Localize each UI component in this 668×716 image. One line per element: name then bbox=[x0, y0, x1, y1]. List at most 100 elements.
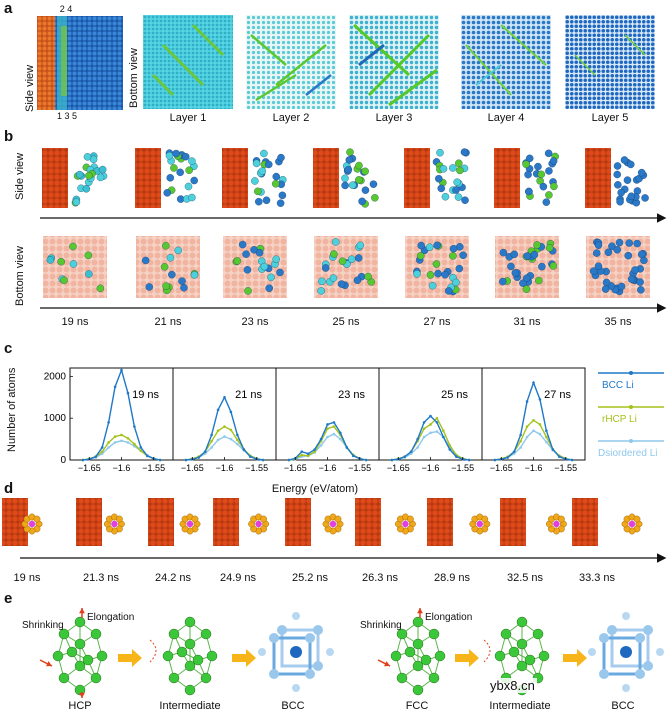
data-point-rhcp-li-3-7 bbox=[435, 416, 439, 420]
x-tick-label-4-2: −1.55 bbox=[554, 463, 577, 473]
cluster-snapshot-6 bbox=[427, 498, 491, 546]
panel-e-label: e bbox=[4, 590, 13, 607]
data-point-rhcp-li-4-5 bbox=[525, 425, 529, 428]
legend-label-bcc: BCC Li bbox=[602, 380, 634, 391]
shrinking-label-1: Shrinking bbox=[22, 620, 64, 631]
bcc-structure-1 bbox=[258, 612, 334, 692]
data-point-bcc-li-2-5 bbox=[319, 437, 323, 441]
subpanel-frame-2 bbox=[275, 367, 380, 461]
layer-1-label: Layer 1 bbox=[169, 112, 207, 124]
data-point-dsiordered-li-2-6 bbox=[326, 435, 329, 439]
data-point-dsiordered-li-4-5 bbox=[525, 435, 529, 439]
layer-ticks-bottom: 1 3 5 bbox=[56, 111, 78, 121]
elongation-label-2: Elongation bbox=[425, 612, 473, 623]
data-point-bcc-li-3-5 bbox=[422, 421, 426, 424]
legend-label-dis: Dsiordered Li bbox=[598, 448, 658, 459]
data-point-rhcp-li-4-6 bbox=[532, 418, 535, 422]
chart-subpanel-4: 27 ns −1.65 −1.6 −1.55 bbox=[481, 367, 586, 473]
data-point-bcc-li-3-12 bbox=[467, 458, 471, 462]
data-point-dsiordered-li-3-6 bbox=[429, 431, 432, 435]
time-label-b-4: 27 ns bbox=[423, 316, 451, 328]
data-point-bcc-li-0-0 bbox=[81, 458, 85, 462]
subpanel-time-label-4: 27 ns bbox=[544, 389, 571, 401]
subpanel-time-label-0: 19 ns bbox=[132, 389, 159, 401]
data-point-bcc-li-3-9 bbox=[448, 448, 452, 451]
data-point-dsiordered-li-4-7 bbox=[538, 432, 542, 436]
bcc-structure-2 bbox=[588, 612, 664, 692]
chart-subpanel-1: 21 ns −1.65 −1.6 −1.55 bbox=[172, 367, 277, 473]
time-label-b-1: 21 ns bbox=[154, 316, 182, 328]
time-label-b-0: 19 ns bbox=[61, 316, 89, 328]
x-tick-label-1-2: −1.55 bbox=[245, 463, 268, 473]
data-point-dsiordered-li-1-7 bbox=[229, 437, 233, 441]
series-line-rhcp-li-1 bbox=[185, 425, 264, 461]
x-tick-label-4-1: −1.6 bbox=[525, 463, 543, 473]
data-point-bcc-li-4-9 bbox=[551, 448, 555, 451]
time-label-d-8: 33.3 ns bbox=[578, 572, 616, 584]
bottom-view-snapshot-1 bbox=[136, 236, 200, 298]
data-point-dsiordered-li-0-7 bbox=[126, 441, 130, 444]
data-point-bcc-li-3-10 bbox=[454, 455, 458, 458]
data-point-rhcp-li-1-8 bbox=[236, 438, 239, 442]
structure-label-fcc: FCC bbox=[405, 700, 429, 712]
x-tick-label-2-0: −1.65 bbox=[284, 463, 307, 473]
shrinking-label-2: Shrinking bbox=[360, 620, 402, 631]
chart-legend: BCC Li rHCP Li Dsiordered Li bbox=[596, 368, 666, 470]
data-point-bcc-li-1-6 bbox=[223, 395, 226, 399]
watermark-text: ybx8.cn bbox=[488, 678, 537, 693]
time-label-b-6: 35 ns bbox=[604, 316, 632, 328]
layer-5-image bbox=[565, 15, 655, 109]
x-tick-label-3-0: −1.65 bbox=[387, 463, 410, 473]
data-point-rhcp-li-4-4 bbox=[519, 439, 522, 443]
chart-subpanel-3: 25 ns −1.65 −1.6 −1.55 bbox=[378, 367, 483, 473]
side-view-snapshot-6 bbox=[585, 148, 649, 208]
cluster-snapshot-8 bbox=[572, 498, 643, 546]
time-label-d-1: 21.3 ns bbox=[82, 572, 120, 584]
data-point-bcc-li-0-3 bbox=[100, 446, 104, 449]
intermediate-structure-1 bbox=[162, 616, 218, 696]
data-point-dsiordered-li-0-5 bbox=[113, 441, 117, 444]
data-point-rhcp-li-0-9 bbox=[139, 449, 143, 453]
data-point-dsiordered-li-1-6 bbox=[223, 435, 226, 438]
transition-arrow-3 bbox=[455, 649, 479, 667]
data-point-bcc-li-4-3 bbox=[512, 450, 516, 453]
x-tick-label-3-1: −1.6 bbox=[422, 463, 440, 473]
data-point-dsiordered-li-3-4 bbox=[416, 446, 419, 449]
data-point-bcc-li-2-3 bbox=[306, 452, 310, 456]
time-label-b-3: 25 ns bbox=[332, 316, 360, 328]
side-view-snapshot-4 bbox=[404, 148, 470, 208]
data-point-bcc-li-2-9 bbox=[345, 446, 349, 449]
time-label-d-3: 24.9 ns bbox=[219, 572, 257, 584]
data-point-bcc-li-2-10 bbox=[351, 454, 355, 458]
bottom-view-snapshot-3 bbox=[314, 236, 378, 298]
side-view-image bbox=[37, 16, 123, 110]
series-line-dsiordered-li-4 bbox=[494, 429, 573, 461]
y-tick-label-1: 1000 bbox=[44, 413, 67, 424]
layer-ticks-top: 2 4 bbox=[59, 4, 73, 14]
layer-5-label: Layer 5 bbox=[591, 112, 629, 124]
bottom-view-snapshot-2 bbox=[223, 236, 287, 298]
legend-item-bcc: BCC Li bbox=[596, 368, 666, 402]
data-point-bcc-li-3-6 bbox=[429, 414, 432, 418]
time-label-d-7: 32.5 ns bbox=[506, 572, 544, 584]
side-view-snapshot-3 bbox=[313, 148, 379, 208]
legend-item-rhcp: rHCP Li bbox=[596, 402, 666, 436]
data-point-bcc-li-4-12 bbox=[570, 458, 574, 462]
data-point-rhcp-li-2-4 bbox=[313, 450, 316, 453]
panel-d-label: d bbox=[4, 480, 14, 497]
data-point-bcc-li-4-10 bbox=[557, 455, 561, 458]
chart-xlabel: Energy (eV/atom) bbox=[271, 483, 359, 495]
x-tick-label-2-1: −1.6 bbox=[319, 463, 337, 473]
data-point-bcc-li-4-6 bbox=[532, 381, 535, 384]
data-point-bcc-li-0-12 bbox=[158, 458, 162, 462]
data-point-bcc-li-2-4 bbox=[313, 448, 316, 451]
data-point-dsiordered-li-1-5 bbox=[216, 438, 220, 442]
structure-label-intermediate-1: Intermediate bbox=[159, 700, 221, 712]
data-point-bcc-li-2-7 bbox=[332, 421, 336, 424]
data-point-bcc-li-0-10 bbox=[145, 454, 149, 458]
data-point-bcc-li-3-3 bbox=[409, 450, 413, 453]
panel-c-label: c bbox=[4, 340, 13, 357]
time-label-d-6: 28.9 ns bbox=[433, 572, 471, 584]
data-point-bcc-li-3-4 bbox=[416, 437, 419, 441]
